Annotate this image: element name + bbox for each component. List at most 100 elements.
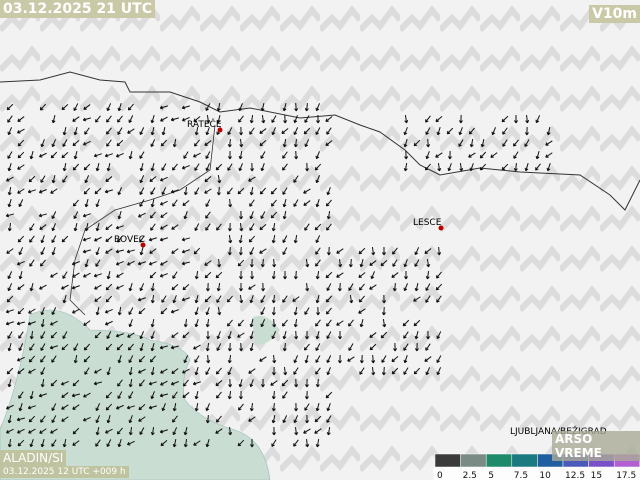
wind-arrow xyxy=(18,391,24,399)
wind-arrow xyxy=(304,139,310,148)
wind-arrow xyxy=(271,439,277,447)
wind-arrow xyxy=(83,104,91,110)
wind-arrow xyxy=(226,295,233,303)
wind-arrow xyxy=(117,379,123,387)
place-label: LESCE xyxy=(413,218,442,228)
wind-arrow xyxy=(51,235,57,243)
wind-arrow xyxy=(338,258,343,268)
wind-arrow xyxy=(426,258,431,268)
wind-arrow xyxy=(435,116,443,123)
wind-arrow xyxy=(139,187,145,195)
wind-arrow xyxy=(73,127,78,136)
wind-arrow xyxy=(115,260,124,266)
wind-arrow xyxy=(260,378,265,388)
wind-arrow xyxy=(150,115,155,124)
wind-arrow xyxy=(404,270,408,280)
wind-arrow xyxy=(40,439,45,448)
wind-arrow xyxy=(182,200,190,207)
wind-arrow xyxy=(315,175,321,184)
wind-arrow xyxy=(382,318,387,328)
wind-arrow xyxy=(315,331,320,340)
wind-arrow xyxy=(194,307,199,316)
wind-arrow xyxy=(283,270,287,280)
border xyxy=(69,124,216,316)
wind-arrow xyxy=(194,163,200,171)
wind-arrow xyxy=(172,438,177,448)
wind-arrow xyxy=(17,307,25,315)
wind-arrow xyxy=(315,343,321,351)
wind-arrow xyxy=(117,211,122,220)
wind-arrow xyxy=(138,416,146,422)
wind-arrow xyxy=(535,151,540,160)
wind-arrow xyxy=(403,259,408,268)
wind-arrow xyxy=(82,117,91,122)
wind-arrow xyxy=(104,189,113,194)
wind-arrow xyxy=(204,176,212,183)
wind-arrow xyxy=(403,162,408,172)
wind-arrow xyxy=(171,368,179,374)
wind-arrow xyxy=(40,367,46,376)
wind-arrow xyxy=(194,390,199,400)
wind-arrow xyxy=(215,428,223,434)
wind-arrow xyxy=(126,440,135,446)
wind-arrow xyxy=(381,366,386,376)
wind-arrow xyxy=(380,259,388,267)
wind-arrow xyxy=(72,139,80,147)
wind-arrow xyxy=(469,163,474,172)
wind-arrow xyxy=(348,343,354,351)
wind-arrow xyxy=(468,127,475,135)
wind-arrow xyxy=(161,126,166,136)
wind-arrow xyxy=(294,402,299,412)
wind-arrow xyxy=(29,283,34,292)
wind-arrow xyxy=(17,188,25,194)
wind-arrow xyxy=(239,294,244,304)
wind-arrow xyxy=(227,367,233,376)
wind-arrow xyxy=(51,403,57,411)
wind-arrow xyxy=(61,416,69,422)
wind-arrow xyxy=(316,114,321,124)
wind-arrow xyxy=(150,366,155,376)
wind-arrow xyxy=(7,271,13,280)
wind-arrow xyxy=(315,438,320,448)
wind-arrow xyxy=(315,319,321,327)
wind-arrow xyxy=(7,151,13,159)
wind-arrow xyxy=(73,354,78,364)
wind-arrow xyxy=(17,235,25,243)
wind-arrow xyxy=(315,367,321,375)
wind-arrow xyxy=(261,114,266,124)
wind-arrow xyxy=(40,318,45,328)
wind-arrow xyxy=(304,355,309,364)
wind-arrow xyxy=(336,248,344,254)
wind-arrow xyxy=(260,151,266,159)
wind-arrow xyxy=(293,318,298,328)
wind-arrow xyxy=(138,307,146,315)
legend-swatch xyxy=(485,453,513,468)
wind-arrow xyxy=(270,211,278,219)
wind-arrow xyxy=(403,139,408,148)
wind-arrow xyxy=(249,331,254,340)
wind-arrow xyxy=(249,402,254,412)
wind-arrow xyxy=(149,211,156,219)
wind-arrow xyxy=(171,248,179,254)
wind-arrow xyxy=(149,355,156,363)
wind-arrow xyxy=(194,270,199,280)
wind-arrow xyxy=(72,163,80,171)
wind-arrow xyxy=(248,176,256,182)
wind-arrow xyxy=(205,103,211,111)
wind-arrow xyxy=(117,306,122,316)
wind-arrow xyxy=(358,295,365,303)
wind-arrow xyxy=(40,415,46,423)
wind-arrow xyxy=(194,126,199,136)
wind-arrow xyxy=(270,380,278,386)
wind-arrow xyxy=(315,355,321,363)
wind-arrow xyxy=(271,222,276,232)
wind-arrow xyxy=(271,234,276,244)
wind-arrow xyxy=(414,259,420,267)
wind-arrow xyxy=(281,319,288,327)
wind-arrow xyxy=(61,103,69,111)
wind-arrow xyxy=(105,236,113,243)
wind-arrow xyxy=(293,439,299,447)
wind-arrow xyxy=(326,127,332,135)
wind-arrow xyxy=(215,380,223,387)
wind-arrow xyxy=(115,284,124,290)
